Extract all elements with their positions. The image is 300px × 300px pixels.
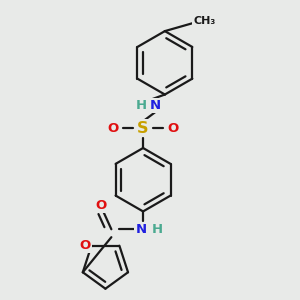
Text: O: O: [96, 199, 107, 212]
Text: O: O: [80, 239, 91, 252]
Text: CH₃: CH₃: [194, 16, 216, 26]
Text: S: S: [137, 121, 149, 136]
Text: O: O: [108, 122, 119, 135]
Text: O: O: [167, 122, 178, 135]
Text: N: N: [149, 99, 161, 112]
Text: H: H: [152, 223, 163, 236]
Text: H: H: [136, 99, 147, 112]
Text: N: N: [136, 223, 147, 236]
